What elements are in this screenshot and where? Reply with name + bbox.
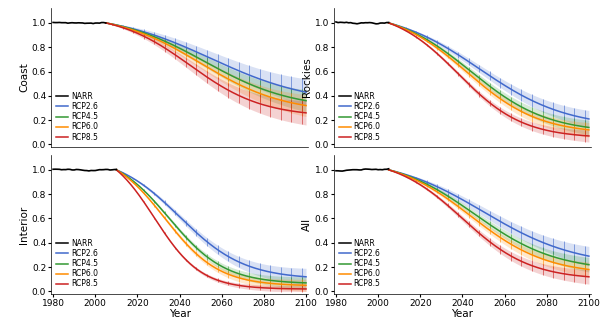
Y-axis label: Rockies: Rockies	[302, 58, 312, 98]
Legend: NARR, RCP2.6, RCP4.5, RCP6.0, RCP8.5: NARR, RCP2.6, RCP4.5, RCP6.0, RCP8.5	[55, 237, 100, 290]
Legend: NARR, RCP2.6, RCP4.5, RCP6.0, RCP8.5: NARR, RCP2.6, RCP4.5, RCP6.0, RCP8.5	[338, 90, 382, 143]
Y-axis label: Interior: Interior	[19, 206, 29, 244]
Y-axis label: All: All	[302, 218, 312, 231]
Y-axis label: Coast: Coast	[19, 63, 29, 93]
Legend: NARR, RCP2.6, RCP4.5, RCP6.0, RCP8.5: NARR, RCP2.6, RCP4.5, RCP6.0, RCP8.5	[55, 90, 100, 143]
X-axis label: Year: Year	[169, 309, 191, 319]
X-axis label: Year: Year	[451, 309, 473, 319]
Legend: NARR, RCP2.6, RCP4.5, RCP6.0, RCP8.5: NARR, RCP2.6, RCP4.5, RCP6.0, RCP8.5	[338, 237, 382, 290]
